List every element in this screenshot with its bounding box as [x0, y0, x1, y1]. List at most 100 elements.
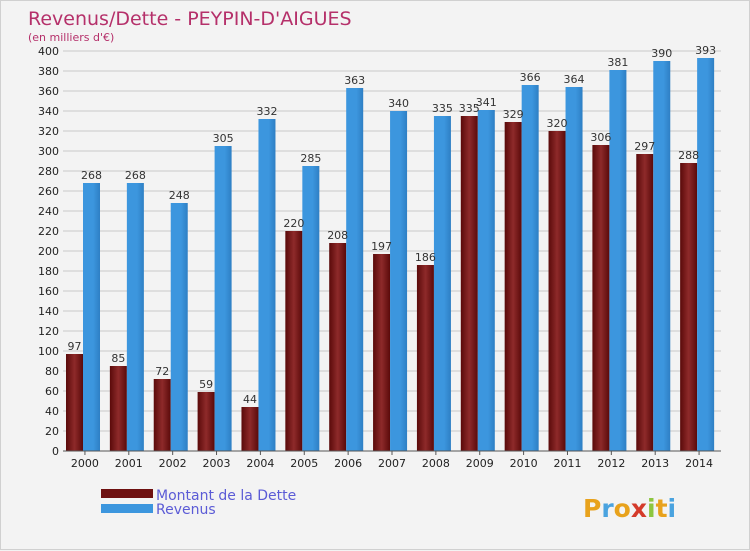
- x-tick-label: 2011: [553, 457, 581, 470]
- data-label-debt: 320: [547, 117, 568, 130]
- bar-debt: [153, 379, 171, 451]
- data-label-debt: 335: [459, 102, 480, 115]
- bar-debt: [197, 392, 215, 451]
- data-label-debt: 85: [111, 352, 125, 365]
- data-label-revenus: 340: [388, 97, 409, 110]
- x-tick-label: 2000: [71, 457, 99, 470]
- y-tick-label: 60: [45, 385, 59, 398]
- y-tick-label: 220: [38, 225, 59, 238]
- bar-debt: [504, 122, 522, 451]
- data-label-revenus: 305: [213, 132, 234, 145]
- x-tick-label: 2012: [597, 457, 625, 470]
- bar-revenus: [521, 85, 539, 451]
- data-label-revenus: 335: [432, 102, 453, 115]
- chart-title: Revenus/Dette - PEYPIN-D'AIGUES: [28, 8, 352, 30]
- proxiti-logo: Proxiti: [583, 494, 676, 523]
- x-tick-label: 2008: [422, 457, 450, 470]
- data-label-debt: 44: [243, 393, 257, 406]
- y-tick-label: 160: [38, 285, 59, 298]
- data-label-revenus: 268: [81, 169, 102, 182]
- x-tick-label: 2003: [203, 457, 231, 470]
- chart-subtitle: (en milliers d'€): [28, 31, 114, 44]
- data-label-revenus: 366: [520, 71, 541, 84]
- bar-revenus: [126, 183, 144, 451]
- x-tick-label: 2009: [466, 457, 494, 470]
- y-tick-label: 260: [38, 185, 59, 198]
- bar-revenus: [170, 203, 188, 451]
- data-label-debt: 329: [503, 108, 524, 121]
- y-tick-label: 240: [38, 205, 59, 218]
- data-label-debt: 306: [590, 131, 611, 144]
- y-tick-label: 20: [45, 425, 59, 438]
- legend-label-revenus: Revenus: [156, 502, 216, 518]
- x-tick-label: 2013: [641, 457, 669, 470]
- y-tick-label: 80: [45, 365, 59, 378]
- data-label-debt: 186: [415, 251, 436, 264]
- legend: Montant de la Dette Revenus: [101, 488, 296, 518]
- legend-swatch-revenus: [101, 504, 153, 513]
- y-tick-label: 200: [38, 245, 59, 258]
- y-tick-label: 360: [38, 85, 59, 98]
- data-label-revenus: 268: [125, 169, 146, 182]
- y-tick-label: 340: [38, 105, 59, 118]
- bar-revenus: [258, 119, 276, 451]
- y-tick-label: 280: [38, 165, 59, 178]
- bar-debt: [241, 407, 259, 451]
- data-label-debt: 59: [199, 378, 213, 391]
- legend-swatch-debt: [101, 489, 153, 498]
- bar-revenus: [83, 183, 100, 451]
- x-tick-label: 2007: [378, 457, 406, 470]
- bar-debt: [636, 154, 654, 451]
- bar-revenus: [565, 87, 583, 451]
- data-label-revenus: 248: [169, 189, 190, 202]
- y-tick-label: 120: [38, 325, 59, 338]
- bar-debt: [329, 243, 347, 451]
- x-tick-label: 2002: [159, 457, 187, 470]
- bar-debt: [109, 366, 127, 451]
- bar-debt: [680, 163, 698, 451]
- data-label-revenus: 393: [695, 44, 716, 57]
- data-label-revenus: 390: [651, 47, 672, 60]
- data-label-debt: 97: [68, 340, 82, 353]
- data-label-debt: 72: [155, 365, 169, 378]
- x-tick-label: 2014: [685, 457, 713, 470]
- y-axis-ticks: 0 20 40 60 80 100 120 140 160 180 200 220 240 260 280 3…: [38, 45, 59, 458]
- data-label-debt: 197: [371, 240, 392, 253]
- data-label-revenus: 363: [344, 74, 365, 87]
- y-tick-label: 380: [38, 65, 59, 78]
- bar-revenus: [214, 146, 232, 451]
- data-label-debt: 297: [634, 140, 655, 153]
- bar-debt: [285, 231, 303, 451]
- bar-revenus: [346, 88, 364, 451]
- bar-revenus: [477, 110, 495, 451]
- x-tick-label: 2004: [246, 457, 274, 470]
- legend-label-debt: Montant de la Dette: [156, 488, 296, 504]
- x-tick-label: 2006: [334, 457, 362, 470]
- data-label-revenus: 332: [256, 105, 277, 118]
- bar-debt: [66, 354, 83, 451]
- y-tick-label: 400: [38, 45, 59, 58]
- y-tick-label: 300: [38, 145, 59, 158]
- y-tick-label: 320: [38, 125, 59, 138]
- bar-revenus: [390, 111, 408, 451]
- x-tick-label: 2001: [115, 457, 143, 470]
- bar-debt: [460, 116, 478, 451]
- data-labels: 97 268 85 268 72 248 59 305 44 332 220 285 208 363 197…: [68, 44, 717, 406]
- bar-revenus: [433, 116, 451, 451]
- data-label-revenus: 341: [476, 96, 497, 109]
- data-label-debt: 208: [327, 229, 348, 242]
- x-tick-label: 2010: [510, 457, 538, 470]
- x-tick-label: 2005: [290, 457, 318, 470]
- y-tick-label: 140: [38, 305, 59, 318]
- y-tick-label: 40: [45, 405, 59, 418]
- bar-revenus: [302, 166, 320, 451]
- y-tick-label: 0: [52, 445, 59, 458]
- data-label-debt: 288: [678, 149, 699, 162]
- data-label-revenus: 381: [607, 56, 628, 69]
- bar-debt: [592, 145, 610, 451]
- data-label-revenus: 364: [564, 73, 585, 86]
- bar-revenus: [697, 58, 715, 451]
- data-label-debt: 220: [283, 217, 304, 230]
